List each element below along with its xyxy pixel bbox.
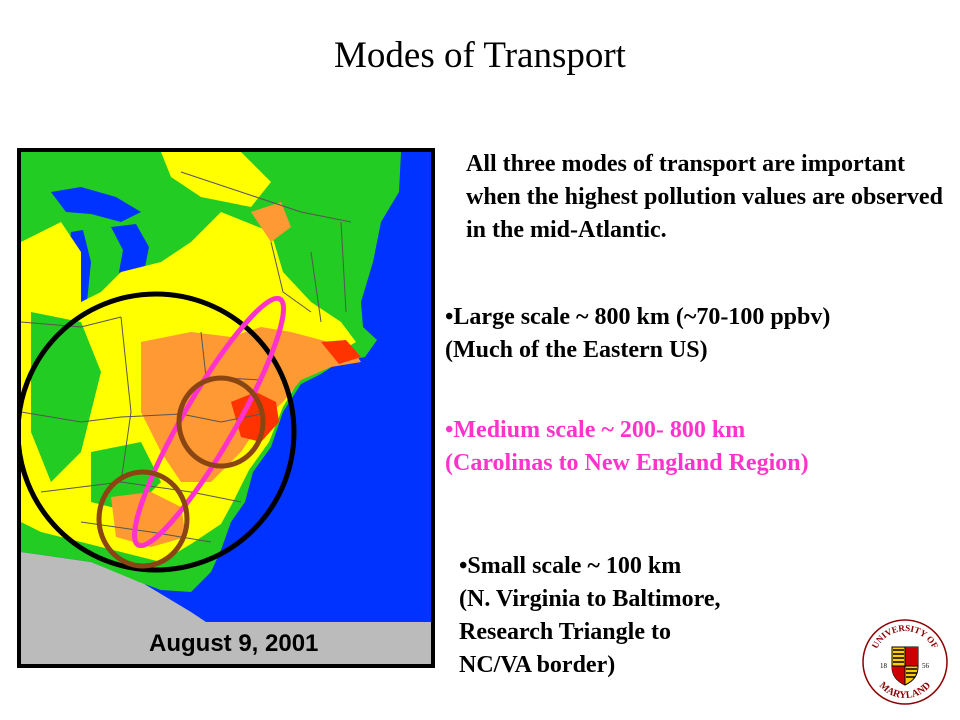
small-scale-circle-baltimore	[176, 375, 266, 469]
intro-text: All three modes of transport are importa…	[466, 151, 943, 243]
lake-superior	[51, 187, 141, 222]
ozone-orange-north	[251, 202, 291, 242]
bullet-small-scale-line1: •Small scale ~ 100 km	[459, 553, 682, 579]
bullet-medium-scale-line1: •Medium scale ~ 200- 800 km	[445, 417, 746, 443]
ozone-red-peak-ne	[321, 340, 361, 364]
bullet-large-scale-line2: (Much of the Eastern US)	[445, 337, 708, 363]
bullet-small-scale-line4: NC/VA border)	[459, 652, 616, 678]
ozone-map-graphic	[21, 152, 431, 664]
bullet-medium-scale: •Medium scale ~ 200- 800 km (Carolinas t…	[445, 414, 960, 480]
ozone-orange-south	[111, 492, 186, 547]
ozone-green-pocket-west	[31, 312, 101, 482]
bullet-large-scale-line1: •Large scale ~ 800 km (~70-100 ppbv)	[445, 304, 831, 330]
university-logo: UNIVERSITY OF MARYLAND 18 56	[860, 615, 950, 715]
map-date-label: August 9, 2001	[149, 630, 319, 657]
slide-title: Modes of Transport	[334, 35, 626, 76]
ozone-map: August 9, 2001	[17, 148, 435, 668]
svg-text:18: 18	[880, 662, 888, 670]
bullet-large-scale: •Large scale ~ 800 km (~70-100 ppbv) (Mu…	[445, 301, 960, 367]
bullet-medium-scale-line2: (Carolinas to New England Region)	[445, 450, 809, 476]
large-scale-circle	[21, 291, 297, 573]
small-scale-circle-triangle	[96, 469, 190, 569]
bullet-small-scale-line3: Research Triangle to	[459, 619, 671, 645]
state-borders	[21, 171, 352, 543]
bullet-small-scale-line2: (N. Virginia to Baltimore,	[459, 586, 721, 612]
ozone-red-peak	[231, 392, 279, 442]
university-seal-icon: UNIVERSITY OF MARYLAND 18 56	[862, 619, 948, 705]
bullet-small-scale: •Small scale ~ 100 km (N. Virginia to Ba…	[459, 550, 839, 682]
date-label-bar	[21, 622, 431, 664]
medium-scale-ellipse	[132, 295, 286, 549]
svg-text:56: 56	[922, 662, 930, 670]
